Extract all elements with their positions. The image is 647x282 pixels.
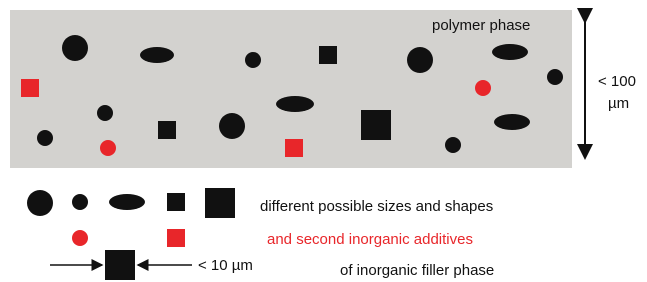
legend-additives: [72, 229, 185, 247]
scale-label: < 100: [598, 73, 636, 90]
size-example: [105, 250, 135, 280]
legend-text: of inorganic filler phase: [340, 262, 494, 279]
legend-text: and second inorganic additives: [267, 231, 473, 248]
scale-label: µm: [608, 95, 629, 112]
legend-shapes: [27, 188, 235, 218]
diagram: polymer phase < 100 µm different possibl…: [0, 0, 647, 282]
matrix-label: polymer phase: [432, 17, 530, 34]
legend-text: different possible sizes and shapes: [260, 198, 493, 215]
scale-label: < 10 µm: [198, 257, 253, 274]
